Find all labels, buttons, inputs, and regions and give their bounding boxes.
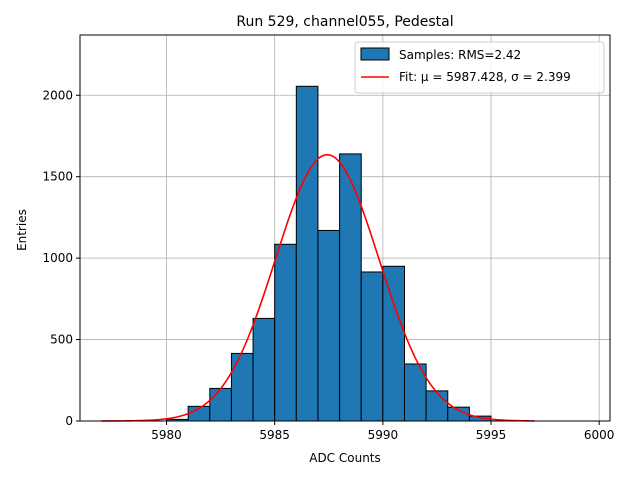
- x-tick-label: 5980: [151, 428, 182, 442]
- histogram-bar: [295, 85, 319, 422]
- y-tick-label: 500: [50, 333, 73, 347]
- y-tick-label: 1500: [42, 170, 73, 184]
- histogram-bar: [317, 229, 341, 422]
- plot-frame: [79, 34, 611, 422]
- legend: Samples: RMS=2.42 Fit: μ = 5987.428, σ =…: [354, 41, 605, 94]
- x-tick-label: 6000: [584, 428, 615, 442]
- x-tick-label: 5990: [368, 428, 399, 442]
- histogram-bar: [382, 265, 405, 422]
- histogram-bars: [166, 85, 492, 422]
- legend-label-fit: Fit: μ = 5987.428, σ = 2.399: [399, 70, 571, 84]
- histogram-bar: [339, 153, 362, 422]
- x-tick-label: 5995: [476, 428, 507, 442]
- legend-label-samples: Samples: RMS=2.42: [399, 48, 521, 62]
- x-tick-label: 5985: [259, 428, 290, 442]
- histogram-bar: [425, 390, 449, 422]
- histogram-bar: [274, 243, 297, 422]
- legend-box: [354, 41, 605, 94]
- x-axis-ticks: 5980 5985 5990 5995 6000: [151, 421, 614, 442]
- histogram-bar: [209, 387, 232, 422]
- y-axis-label: Entries: [15, 209, 29, 251]
- y-tick-label: 2000: [42, 88, 73, 102]
- histogram-bar: [230, 352, 254, 422]
- y-tick-label: 1000: [42, 251, 73, 265]
- histogram-bar: [360, 271, 384, 422]
- histogram-bar: [252, 317, 276, 422]
- legend-swatch-samples: [360, 47, 390, 61]
- y-axis-ticks: 0 500 1000 1500 2000: [42, 88, 80, 428]
- y-tick-label: 0: [65, 414, 73, 428]
- x-axis-label: ADC Counts: [309, 451, 381, 465]
- fit-curve: [101, 153, 535, 422]
- chart-title: Run 529, channel055, Pedestal: [236, 14, 453, 30]
